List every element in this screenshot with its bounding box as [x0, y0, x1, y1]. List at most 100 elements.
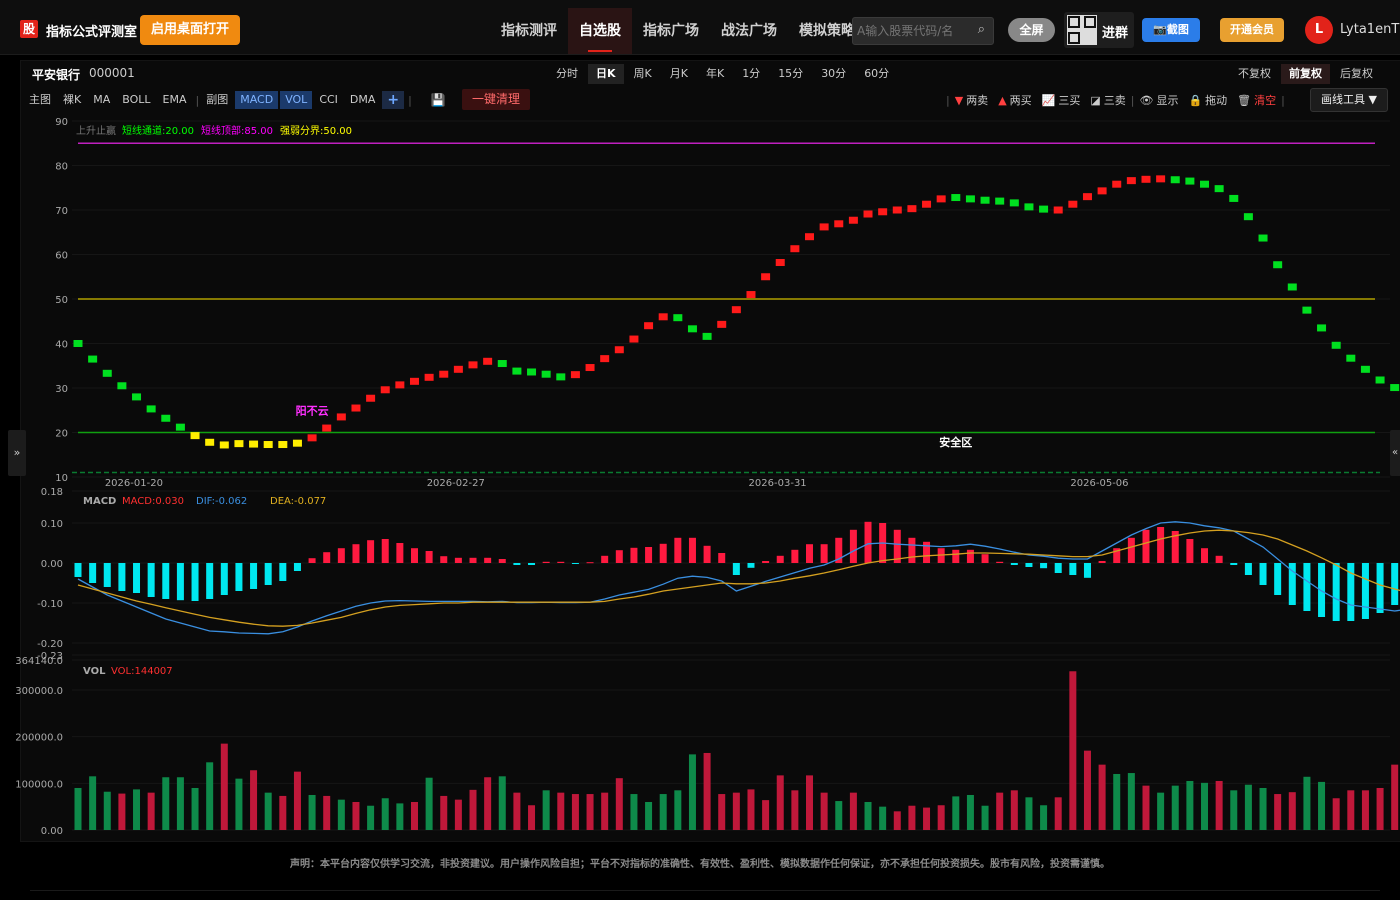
indicator-point	[1126, 177, 1136, 185]
right-collapse-handle[interactable]: «	[1390, 430, 1400, 476]
indicator-point	[307, 434, 317, 442]
macd-bar	[1171, 531, 1179, 563]
macd-bar	[1010, 563, 1018, 565]
vip-button[interactable]: 开通会员	[1220, 18, 1284, 42]
indicator-point	[673, 314, 683, 322]
main-indicator-0[interactable]: 裸K	[63, 93, 82, 106]
join-group-button[interactable]: 进群	[1064, 12, 1134, 48]
three-sell-tool[interactable]: ◪ 三卖	[1085, 92, 1130, 108]
period-tab-5[interactable]: 1分	[742, 67, 761, 80]
period-tab-1[interactable]: 日K	[588, 64, 624, 84]
volume-bar	[732, 792, 740, 830]
volume-bar	[118, 793, 126, 830]
period-tab-6[interactable]: 15分	[778, 67, 804, 80]
save-icon[interactable]: 💾	[430, 93, 446, 107]
indicator-point	[453, 365, 463, 373]
nav-item-4[interactable]: 模拟策略	[799, 23, 855, 39]
sub-indicator-3[interactable]: DMA	[349, 93, 376, 106]
volume-bar	[1054, 797, 1062, 830]
y-tick-label: 0.10	[41, 519, 63, 530]
indicator-point	[1156, 175, 1166, 183]
macd-bar	[323, 552, 331, 563]
period-tab-2[interactable]: 周K	[633, 67, 652, 80]
macd-bar	[410, 548, 418, 563]
y-tick-label: 20	[55, 429, 68, 440]
macd-bar	[1332, 563, 1340, 621]
main-indicator-3[interactable]: EMA	[162, 93, 187, 106]
add-indicator-button[interactable]: +	[382, 91, 405, 109]
volume-bar	[615, 778, 623, 830]
volume-bar	[1171, 785, 1179, 830]
chart-panel	[20, 60, 1400, 842]
disclaimer: 声明：本平台内容仅供学习交流，非投资建议。用户操作风险自担；平台不对指标的准确性…	[290, 859, 1110, 870]
fullscreen-button[interactable]: 全屏	[1008, 18, 1055, 42]
main-indicator-1[interactable]: MA	[93, 93, 111, 106]
volume-bar	[206, 762, 214, 830]
draw-tools-dropdown[interactable]: 画线工具 ▼	[1310, 88, 1388, 112]
screenshot-button[interactable]: 📷截图	[1142, 18, 1200, 42]
volume-bar	[1113, 773, 1121, 830]
volume-bar	[981, 805, 989, 830]
macd-bar	[367, 540, 375, 563]
x-tick-label: 2026-03-31	[749, 478, 807, 489]
left-collapse-handle[interactable]: »	[8, 430, 26, 476]
volume-bar	[396, 803, 404, 830]
nav-item-1[interactable]: 自选股	[568, 8, 632, 54]
two-sell-tool[interactable]: ▼ 两卖	[950, 92, 993, 108]
sub-indicator-2[interactable]: CCI	[319, 93, 338, 106]
volume-bar	[571, 794, 579, 830]
volume-bar	[1361, 790, 1369, 830]
sub-indicator-0[interactable]: MACD	[235, 91, 279, 109]
indicator-point	[1082, 193, 1092, 201]
two-buy-tool[interactable]: ▲ 两买	[993, 92, 1036, 108]
y-tick-label: 70	[55, 206, 68, 217]
period-tab-3[interactable]: 月K	[669, 67, 688, 80]
avatar[interactable]: L	[1305, 16, 1333, 44]
indicator-point	[219, 441, 229, 449]
search-icon[interactable]: ⌕	[977, 22, 985, 37]
macd-bar	[308, 558, 316, 563]
y-tick-label: 30	[55, 384, 68, 395]
x-tick-label: 2026-02-27	[427, 478, 485, 489]
nav-item-0[interactable]: 指标测评	[501, 23, 557, 39]
nav-item-3[interactable]: 战法广场	[721, 23, 777, 39]
adjust-tab-0[interactable]: 不复权	[1238, 67, 1271, 80]
volume-bar	[820, 792, 828, 830]
sub-indicator-1[interactable]: VOL	[280, 91, 313, 109]
volume-bar	[762, 800, 770, 830]
username[interactable]: Lyta1enT	[1340, 22, 1400, 37]
x-tick-label: 2026-01-20	[105, 478, 163, 489]
macd-title: MACD	[83, 496, 116, 507]
draw-toolbar: | ▼ 两卖 ▲ 两买 📈 三买 ◪ 三卖 | 👁 显示 🔒 拖动 🗑 清空 |	[946, 90, 1285, 110]
search-input[interactable]	[853, 18, 971, 44]
clear-tool[interactable]: 🗑 清空	[1232, 92, 1281, 108]
toolbar-divider: |	[1281, 93, 1285, 107]
three-buy-tool[interactable]: 📈 三买	[1037, 92, 1086, 108]
period-tab-8[interactable]: 60分	[864, 67, 890, 80]
volume-bar	[718, 794, 726, 830]
macd-bar	[718, 553, 726, 563]
period-tab-4[interactable]: 年K	[705, 67, 725, 80]
volume-bar	[835, 801, 843, 830]
indicator-point	[161, 414, 171, 422]
volume-bar	[1025, 797, 1033, 830]
macd-bar	[220, 563, 228, 595]
volume-bar	[966, 794, 974, 830]
period-tab-7[interactable]: 30分	[821, 67, 847, 80]
adjust-tab-2[interactable]: 后复权	[1340, 67, 1373, 80]
drag-tool[interactable]: 🔒 拖动	[1183, 92, 1232, 108]
main-indicator-2[interactable]: BOLL	[122, 93, 151, 106]
indicator-point	[731, 306, 741, 314]
period-tab-0[interactable]: 分时	[556, 67, 578, 80]
clear-all-button[interactable]: 一键清理	[462, 89, 530, 110]
macd-bar	[659, 543, 667, 563]
macd-bar	[133, 563, 141, 593]
indicator-point	[541, 370, 551, 378]
adjust-tab-1[interactable]: 前复权	[1281, 64, 1330, 84]
open-desktop-button[interactable]: 启用桌面打开	[140, 15, 240, 45]
volume-bar	[659, 794, 667, 830]
volume-bar	[89, 776, 97, 830]
nav-item-2[interactable]: 指标广场	[643, 23, 699, 39]
macd-bar	[1376, 563, 1384, 613]
show-tool[interactable]: 👁 显示	[1134, 92, 1183, 108]
